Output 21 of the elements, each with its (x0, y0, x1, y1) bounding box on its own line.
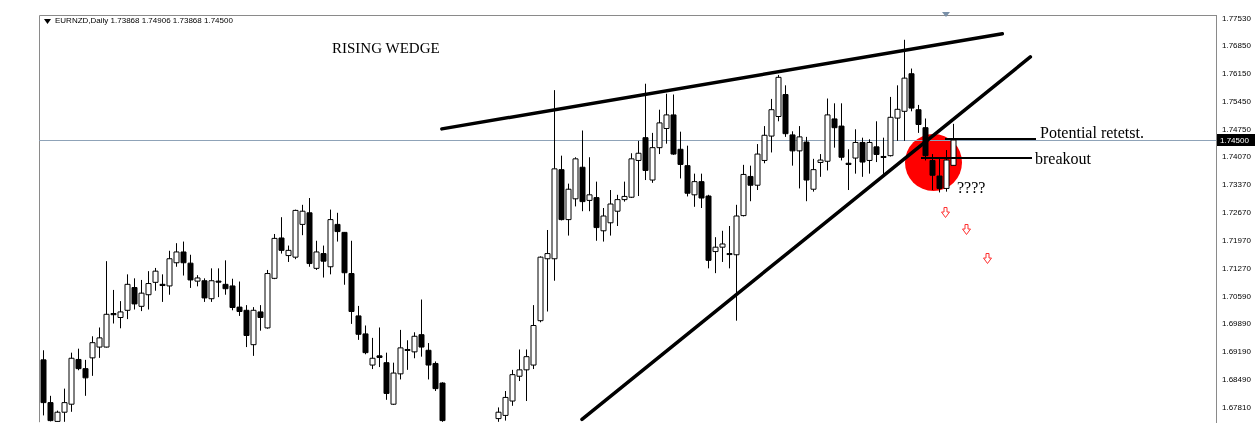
chart-title: EURNZD,Daily 1.73868 1.74906 1.73868 1.74500 (55, 16, 233, 25)
annotation: Potential retetst. (1040, 124, 1144, 141)
annotation: RISING WEDGE (332, 40, 440, 56)
y-tick-label: 1.70590 (1222, 291, 1252, 301)
y-tick-label: 1.74750 (1222, 125, 1252, 135)
annotation: breakout (1035, 150, 1091, 167)
y-tick-label: 1.72670 (1222, 208, 1252, 218)
y-tick-label: 1.67810 (1222, 402, 1252, 412)
y-tick-label: 1.71270 (1222, 264, 1252, 274)
y-tick-label: 1.68490 (1222, 375, 1252, 385)
y-tick-label: 1.76150 (1222, 69, 1252, 79)
y-tick-label: 1.69190 (1222, 347, 1252, 357)
y-tick-label: 1.75450 (1222, 97, 1252, 107)
y-tick-label: 1.71970 (1222, 236, 1252, 246)
y-tick-label: 1.77530 (1222, 14, 1252, 24)
y-tick-label: 1.74070 (1222, 152, 1252, 162)
annotation: ???? (957, 179, 986, 196)
y-tick-label: 1.69890 (1222, 319, 1252, 329)
y-tick-label: 1.73370 (1222, 180, 1252, 190)
ref-line-label: 1.74500 (1220, 135, 1250, 145)
y-tick-label: 1.76850 (1222, 41, 1252, 51)
